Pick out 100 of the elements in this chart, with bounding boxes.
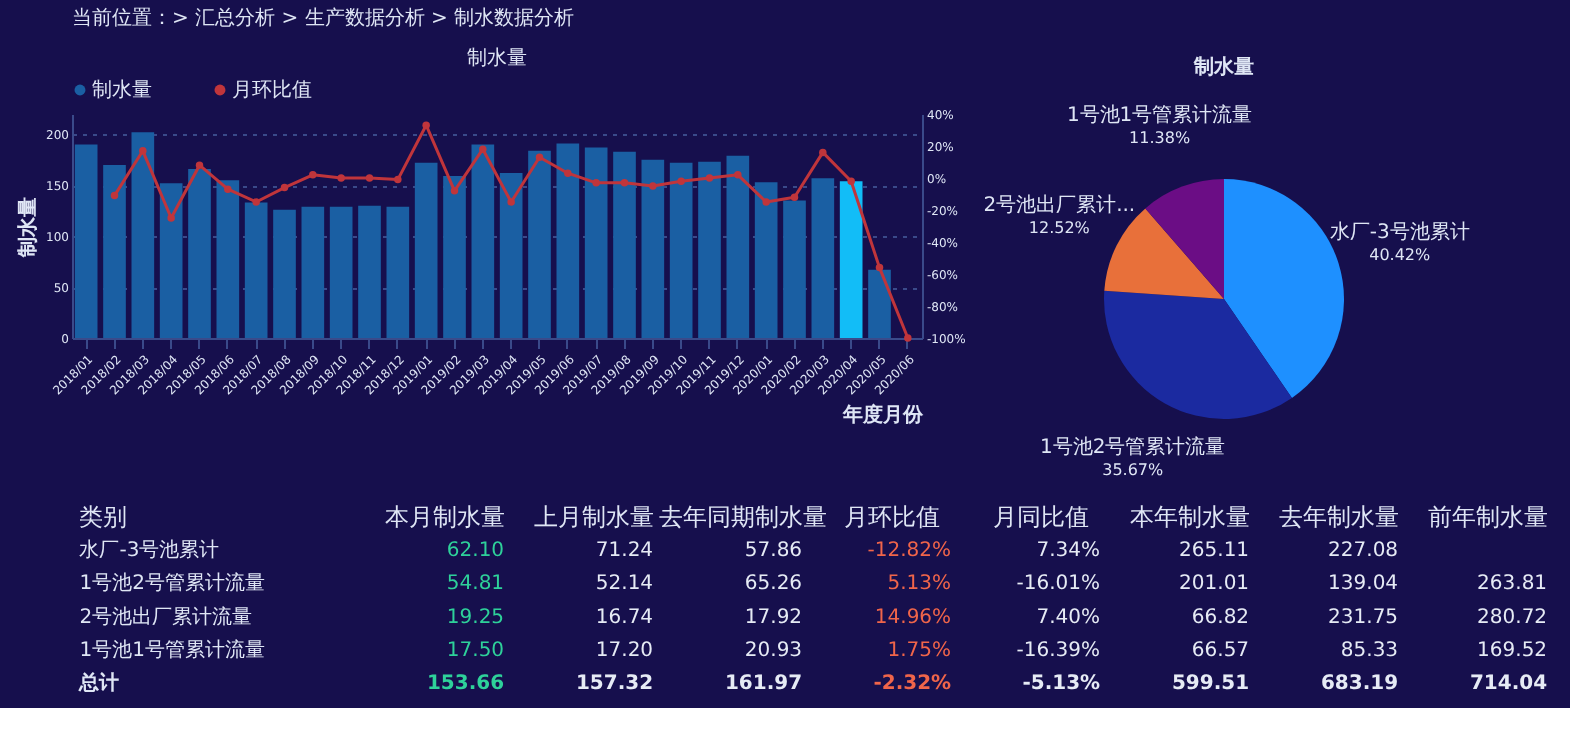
slice-label: 水厂-3号池累计 [1329,220,1470,245]
text: 683.19 [1320,673,1399,696]
category-label: 本年制水量 [1129,502,1250,531]
category-label: 本月制水量 [384,502,505,531]
bar [868,269,891,338]
text: 14.96% [874,606,952,629]
category-label: 类别 [79,502,128,531]
point [507,198,515,206]
point [875,263,884,272]
text: 153.66 [426,673,505,696]
text: 52.14 [595,573,654,596]
point [734,171,742,179]
point [110,191,119,200]
text: 169.52 [1477,640,1548,662]
pie-slice [1104,290,1292,419]
bar [783,200,806,338]
text: 54.81 [446,573,505,596]
text: -12.82% [867,540,952,562]
bar [443,176,466,338]
bar [528,150,551,338]
category-label: 月环比值 [843,502,940,531]
text: 157.32 [575,673,654,696]
bar [499,173,523,338]
text: 7.40% [1036,606,1101,629]
point [564,169,572,177]
bar [74,144,98,338]
bar [641,159,665,338]
text: 227.08 [1328,540,1399,562]
text: 265.11 [1179,540,1250,562]
bar [471,144,495,338]
category-label: 月同比值 [992,502,1089,531]
text: 66.82 [1191,606,1250,629]
text: 65.26 [744,573,803,596]
bar [613,151,636,338]
category-label: 总计 [79,673,120,696]
legend-label: 制水量 [92,78,152,102]
text: 1.75% [887,640,952,662]
point [677,177,685,185]
text: 19.25 [446,606,505,629]
point [195,161,204,169]
y-axis-title: 制水量 [16,197,41,259]
category-label: 1号池1号管累计流量 [79,640,265,662]
bar [188,168,211,338]
point [309,171,317,179]
text: -5.13% [1022,673,1101,696]
bar [669,162,693,338]
point [819,148,827,157]
bar [244,202,268,338]
pie-slice [1145,179,1224,299]
point [649,182,657,190]
text: 280.72 [1477,606,1548,629]
point [167,214,175,222]
bar [811,178,835,338]
bar [839,181,863,338]
text: 17.92 [744,606,803,629]
category-label: 上月制水量 [533,502,654,531]
point [280,183,289,192]
slice-label: 2号池出厂累计... [983,192,1136,217]
point [422,121,430,129]
text: 17.20 [595,640,654,662]
point [904,334,912,342]
point [592,179,600,187]
text: 20.93 [744,640,803,662]
text: 当前位置：> 汇总分析 > 生产数据分析 > 制水数据分析 [72,6,575,30]
bar [329,206,353,338]
text: 5.13% [887,573,952,596]
point [620,179,629,187]
text: 66.57 [1191,640,1250,662]
slice-label: 1号池1号管累计流量 [1066,102,1253,127]
chart-title: 制水量 [467,46,527,70]
point [450,187,459,195]
x-axis-title: 年度月份 [841,402,925,427]
point [847,177,855,185]
point [252,198,260,206]
text: 57.86 [744,540,803,562]
text: 263.81 [1477,573,1548,596]
text: 62.10 [446,540,505,562]
bar [358,205,381,338]
data-label: 11.38% [1129,128,1191,147]
point [365,174,374,182]
point [535,153,544,161]
bar [754,182,778,338]
point [337,174,345,182]
text: 139.04 [1328,573,1399,596]
text: 231.75 [1328,606,1399,629]
category-label: 1号池2号管累计流量 [79,573,265,596]
text: -16.39% [1016,640,1101,662]
text: -2.32% [873,673,952,696]
point [705,174,714,182]
point [139,147,147,155]
text: 714.04 [1469,673,1548,696]
bar [301,206,325,338]
text: 85.33 [1340,640,1399,662]
bar [698,161,721,338]
bar [556,143,580,338]
text: 201.01 [1179,573,1250,596]
point [224,185,232,193]
data-label: 40.42% [1369,246,1432,265]
slice-label: 1号池2号管累计流量 [1039,434,1226,459]
category-label: 2号池出厂累计流量 [79,606,253,629]
